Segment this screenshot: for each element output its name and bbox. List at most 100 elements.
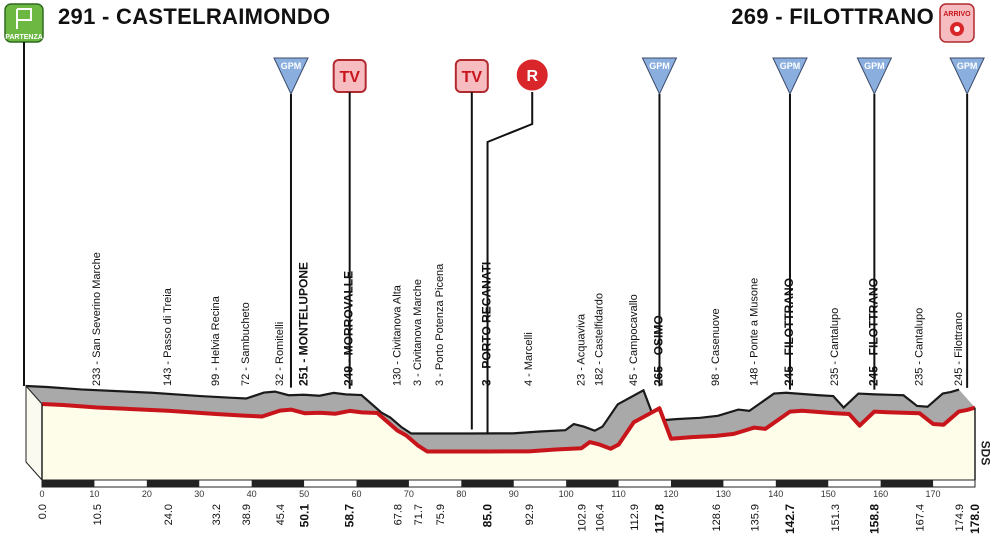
km-label: 92.9 (524, 504, 536, 525)
axis-tick-label: 70 (404, 489, 414, 499)
gpm-triangle (273, 57, 309, 96)
axis-tick-label: 0 (39, 489, 44, 499)
axis-bar-segment (356, 480, 409, 487)
place-label: 235 - Cantalupo (913, 308, 925, 386)
place-label: 23 - Acquaviva (575, 313, 587, 386)
km-label: 178.0 (968, 504, 982, 534)
refreshment-circle (515, 58, 549, 92)
refreshment-label: R (526, 68, 538, 85)
km-label: 117.8 (652, 504, 666, 534)
gpm-triangle (856, 57, 893, 96)
tv-marker: TV (454, 59, 489, 430)
place-label: 245 - Filottrano (953, 312, 965, 386)
start-title: 291 - CASTELRAIMONDO (58, 4, 331, 29)
gpm-marker: GPM (856, 57, 893, 390)
place-label: 72 - Sambucheto (240, 302, 252, 386)
refreshment-pointer (486, 92, 534, 434)
axis-tick-label: 30 (194, 489, 204, 499)
start-flag-icon (16, 8, 32, 29)
finish-target-center (954, 26, 960, 32)
km-label: 167.4 (914, 504, 926, 532)
profile-3d-back (25, 384, 975, 482)
tv-label: TV (339, 69, 360, 86)
profile-front (41, 401, 976, 480)
axis-tick-label: 120 (663, 489, 678, 499)
axis-tick-label: 20 (142, 489, 152, 499)
tv-label: TV (462, 69, 483, 86)
km-label: 45.4 (275, 504, 287, 525)
axis-bar-segment (880, 480, 934, 487)
km-label: 0.0 (37, 504, 49, 519)
profile-top-edge (25, 384, 960, 435)
km-label: 58.7 (343, 504, 357, 528)
gpm-triangle (772, 57, 808, 96)
gpm-triangle (641, 57, 678, 96)
start-finish-badges: PARTENZA ARRIVO (4, 3, 975, 386)
axis-bar-segment (670, 480, 724, 487)
axis-tick-label: 100 (559, 489, 574, 499)
finish-badge-label: ARRIVO (943, 11, 971, 18)
axis-tick-label: 80 (456, 489, 466, 499)
gpm-label: GPM (864, 61, 885, 71)
km-label: 71.7 (413, 504, 425, 525)
profile-front-face (42, 403, 975, 480)
km-label: 33.2 (211, 504, 223, 525)
place-label: 32 - Romitelli (274, 322, 286, 386)
km-label: 112.9 (629, 504, 641, 531)
gpm-marker: GPM (949, 57, 985, 388)
km-label: 106.4 (595, 504, 607, 532)
profile-elevation-line (41, 401, 976, 454)
place-label: 3 - Civitanova Marche (412, 279, 424, 386)
place-label: 3 - Porto Potenza Picena (434, 263, 446, 386)
axis-tick-label: 130 (716, 489, 731, 499)
km-label: 75.9 (435, 504, 447, 525)
axis-tick-label: 160 (873, 489, 888, 499)
axis-tick-label: 60 (351, 489, 361, 499)
start-badge-label: PARTENZA (5, 34, 43, 41)
axis-bar-segment (251, 480, 305, 487)
refreshment-marker: R (486, 58, 549, 434)
km-label: 128.6 (711, 504, 723, 532)
place-label: 148 - Ponte a Musone (748, 278, 760, 386)
place-label: 182 - Castelfidardo (594, 293, 606, 386)
gpm-label: GPM (957, 61, 978, 71)
axis-tick-label: 50 (299, 489, 309, 499)
km-label: 67.8 (392, 504, 404, 525)
km-label: 135.9 (749, 504, 761, 532)
km-label: 158.8 (867, 504, 881, 534)
place-label: 4 - Marcelli (523, 332, 535, 386)
gpm-marker: GPM (641, 57, 678, 387)
place-label: 99 - Helvia Recina (210, 295, 222, 386)
gpm-marker: GPM (772, 57, 808, 390)
axis-tick-label: 110 (611, 489, 625, 499)
place-labels: 0.0 10.5 233 - San Severino Marche 24.0 143 … (37, 252, 982, 534)
axis-bar-segment (775, 480, 829, 487)
km-label: 50.1 (298, 504, 312, 528)
km-label: 151.3 (830, 504, 842, 532)
place-label: 98 - Casenuove (710, 308, 722, 386)
gpm-label: GPM (649, 61, 670, 71)
axis-tick-label: 140 (768, 489, 783, 499)
place-label: 251 - MONTELUPONE (297, 262, 311, 386)
place-label: 45 - Campocavallo (628, 294, 640, 386)
gpm-marker: GPM (273, 57, 309, 388)
axis-tick-label: 90 (509, 489, 519, 499)
axis-tick-label: 170 (926, 489, 941, 499)
axis-bar-segment (42, 480, 95, 487)
place-label: 130 - Civitanova Alta (391, 284, 403, 386)
start-badge: PARTENZA (4, 3, 44, 386)
place-label: 143 - Passo di Treia (162, 287, 174, 386)
km-label: 174.9 (954, 504, 966, 532)
side-code: SDS (978, 440, 993, 466)
tv-marker: TV (332, 59, 367, 389)
axis-tick-label: 150 (821, 489, 836, 499)
place-label: 233 - San Severino Marche (91, 252, 103, 386)
km-label: 24.0 (163, 504, 175, 525)
axis-bar-segment (146, 480, 200, 487)
axis-bar-segment (461, 480, 514, 487)
gpm-triangle (949, 57, 985, 96)
km-label: 142.7 (783, 504, 797, 534)
gpm-label: GPM (281, 61, 302, 71)
finish-badge: ARRIVO (939, 3, 975, 43)
